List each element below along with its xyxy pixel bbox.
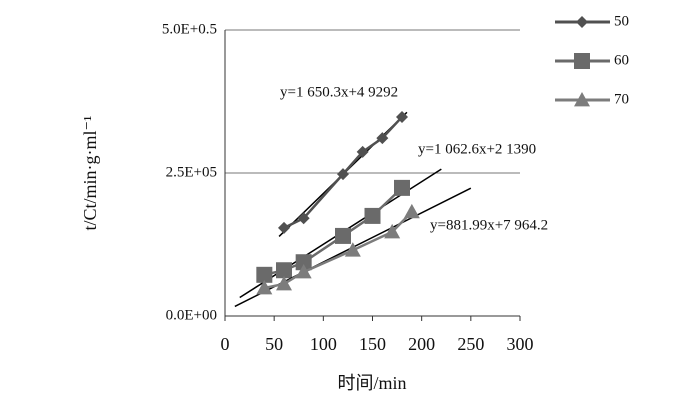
- x-tick-label: 200: [408, 334, 435, 354]
- y-tick-label: 5.0E+0.5: [162, 21, 217, 37]
- legend-marker: [574, 92, 590, 107]
- x-tick-label: 50: [265, 334, 283, 354]
- y-tick-label: 0.0E+00: [166, 307, 217, 323]
- marker: [276, 275, 292, 291]
- x-tick-label: 0: [221, 334, 230, 354]
- x-tick-label: 250: [457, 334, 484, 354]
- legend-label: 70: [614, 91, 629, 107]
- x-axis-label: 时间/min: [337, 373, 406, 393]
- y-tick-label: 2.5E+05: [166, 164, 217, 180]
- marker: [356, 145, 369, 158]
- marker: [256, 266, 273, 283]
- marker: [364, 207, 381, 224]
- marker: [276, 262, 292, 279]
- marker: [295, 263, 312, 279]
- marker: [337, 168, 349, 181]
- marker: [297, 212, 310, 225]
- trend-equation: y=881.99x+7 964.2: [430, 217, 548, 233]
- marker: [256, 279, 273, 295]
- marker: [394, 179, 410, 196]
- x-tick-label: 150: [359, 334, 386, 354]
- marker: [344, 242, 361, 257]
- legend-marker: [574, 53, 590, 69]
- marker: [376, 132, 389, 145]
- legend-label: 50: [614, 13, 629, 29]
- marker: [384, 223, 401, 239]
- trend-equation: y=1 062.6x+2 1390: [418, 141, 536, 157]
- x-tick-label: 300: [507, 334, 534, 354]
- marker: [403, 203, 420, 219]
- legend-marker: [576, 16, 588, 28]
- trend-equation: y=1 650.3x+4 9292: [280, 84, 398, 100]
- legend-label: 60: [614, 52, 629, 68]
- x-tick-label: 100: [310, 334, 337, 354]
- marker: [335, 227, 351, 244]
- y-axis-label: t/Ct/min·g·ml⁻¹: [80, 116, 100, 231]
- marker: [295, 254, 312, 271]
- marker: [396, 110, 408, 123]
- marker: [278, 221, 290, 234]
